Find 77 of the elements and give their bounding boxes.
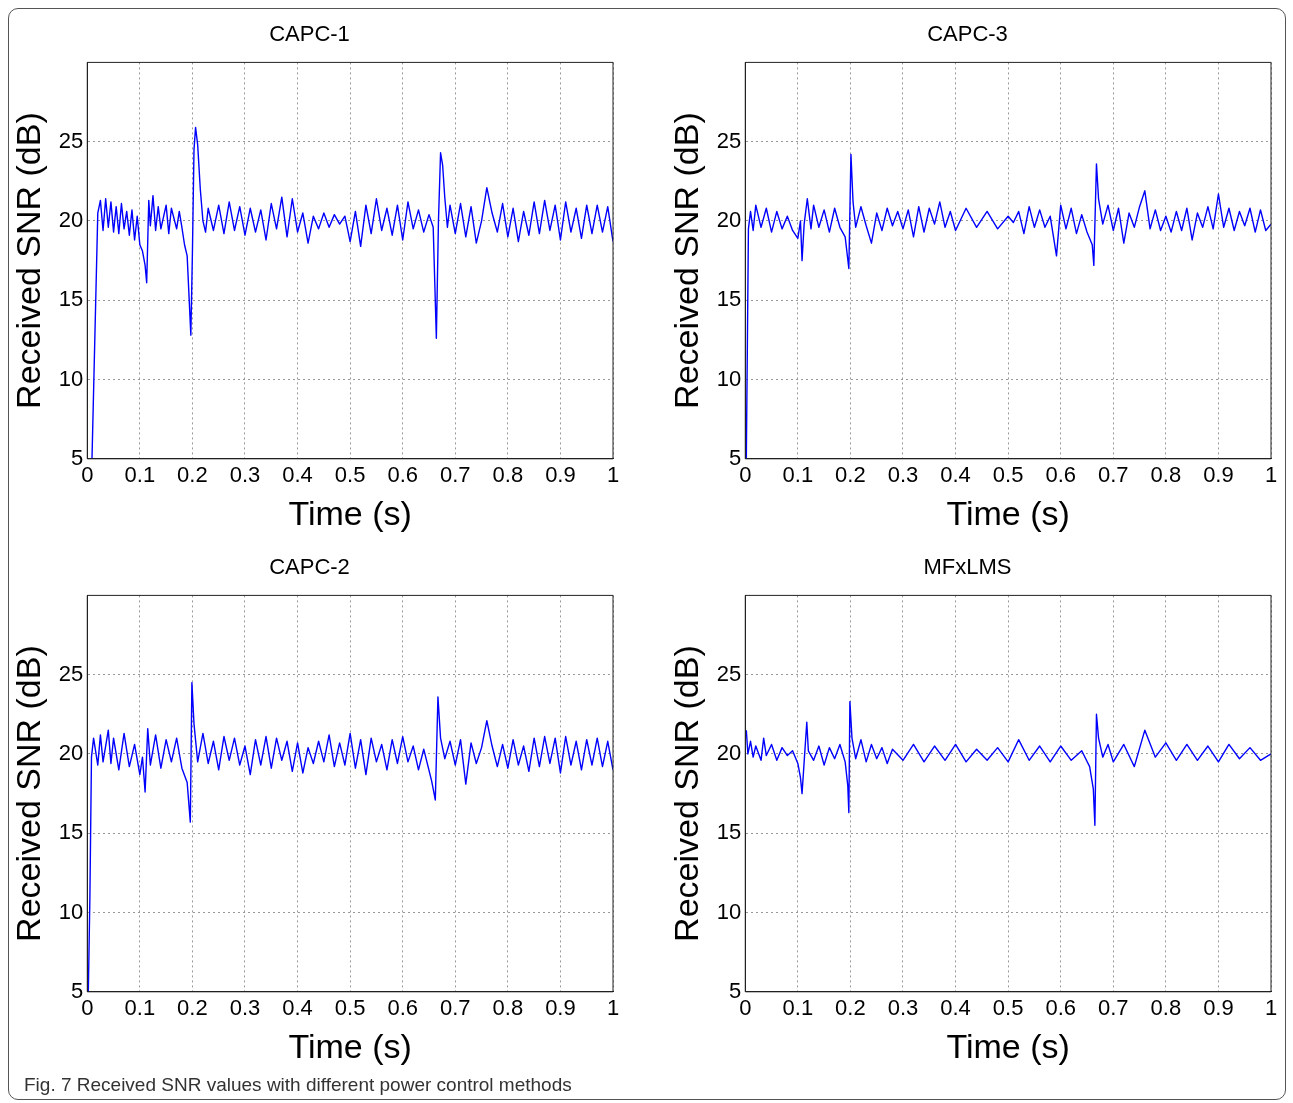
y-tick-label: 20 — [716, 207, 742, 233]
y-tick-label: 5 — [729, 977, 742, 1003]
x-tick-label: 0.6 — [387, 995, 419, 1021]
x-axis-title: Time (s) — [946, 493, 1070, 532]
x-tick-label: 0.3 — [229, 462, 261, 488]
y-tick-label: 5 — [71, 444, 84, 470]
x-tick-label: 0.9 — [1203, 462, 1234, 488]
x-tick-label: 0.5 — [992, 462, 1024, 488]
chart-title: CAPC-2 — [269, 554, 350, 580]
x-tick-label: 0.4 — [940, 995, 971, 1021]
x-tick-label: 0 — [81, 462, 94, 488]
x-tick-label: 1 — [606, 462, 620, 488]
x-tick-label: 0.5 — [334, 462, 366, 488]
x-tick-label: 0.9 — [545, 995, 576, 1021]
x-tick-label: 0.6 — [387, 462, 419, 488]
x-tick-label: 0.8 — [1150, 462, 1182, 488]
x-tick-label: 0.2 — [177, 995, 208, 1021]
x-tick-label: 0.3 — [229, 995, 261, 1021]
chart-title: CAPC-1 — [269, 21, 350, 47]
x-tick-label: 0.6 — [1045, 462, 1077, 488]
x-tick-label: 1 — [606, 995, 620, 1021]
y-tick-label: 15 — [716, 286, 742, 312]
x-tick-label: 0.3 — [887, 462, 919, 488]
y-tick-label: 10 — [58, 365, 84, 391]
y-tick-label: 15 — [716, 819, 742, 845]
x-tick-label: 0.1 — [124, 462, 156, 488]
x-tick-label: 0.7 — [1097, 462, 1129, 488]
x-tick-label: 0.1 — [124, 995, 156, 1021]
y-tick-label: 20 — [716, 740, 742, 766]
y-tick-label: 10 — [58, 898, 84, 924]
x-tick-label: 0.9 — [545, 462, 576, 488]
y-tick-label: 25 — [716, 660, 742, 686]
x-tick-label: 0.7 — [439, 462, 471, 488]
x-tick-label: 0 — [81, 995, 94, 1021]
y-tick-label: 5 — [729, 444, 742, 470]
x-tick-label: 0.2 — [835, 462, 866, 488]
y-axis-title: Received SNR (dB) — [8, 112, 47, 409]
x-tick-label: 0.1 — [782, 462, 814, 488]
x-axis-title: Time (s) — [288, 1026, 412, 1065]
y-tick-label: 25 — [716, 127, 742, 153]
x-tick-label: 0.5 — [334, 995, 366, 1021]
x-axis-title: Time (s) — [946, 1026, 1070, 1065]
x-tick-label: 0.1 — [782, 995, 814, 1021]
x-tick-label: 0.4 — [940, 462, 971, 488]
y-tick-label: 15 — [58, 819, 84, 845]
y-tick-label: 15 — [58, 286, 84, 312]
caption: Fig. 7 Received SNR values with different power control methods — [24, 1074, 572, 1095]
x-tick-label: 0.5 — [992, 995, 1024, 1021]
y-tick-label: 20 — [58, 740, 84, 766]
x-tick-label: 0.6 — [1045, 995, 1077, 1021]
x-tick-label: 1 — [1264, 995, 1278, 1021]
chart-title: MFxLMS — [923, 554, 1012, 580]
x-tick-label: 0.7 — [439, 995, 471, 1021]
x-tick-label: 0.8 — [492, 995, 524, 1021]
y-axis-title: Received SNR (dB) — [666, 645, 705, 942]
x-tick-label: 0.4 — [282, 462, 313, 488]
x-tick-label: 0.9 — [1203, 995, 1234, 1021]
y-tick-label: 25 — [58, 127, 84, 153]
x-tick-label: 1 — [1264, 462, 1278, 488]
x-tick-label: 0.4 — [282, 995, 313, 1021]
x-tick-label: 0.8 — [1150, 995, 1182, 1021]
x-tick-label: 0.2 — [177, 462, 208, 488]
x-tick-label: 0 — [739, 462, 752, 488]
x-tick-label: 0.3 — [887, 995, 919, 1021]
y-axis-title: Received SNR (dB) — [666, 112, 705, 409]
y-tick-label: 10 — [716, 365, 742, 391]
y-tick-label: 5 — [71, 977, 84, 1003]
x-tick-label: 0.8 — [492, 462, 524, 488]
y-tick-label: 25 — [58, 660, 84, 686]
x-tick-label: 0.2 — [835, 995, 866, 1021]
y-tick-label: 10 — [716, 898, 742, 924]
chart-title: CAPC-3 — [927, 21, 1008, 47]
y-axis-title: Received SNR (dB) — [8, 645, 47, 942]
y-tick-label: 20 — [58, 207, 84, 233]
x-tick-label: 0 — [739, 995, 752, 1021]
x-axis-title: Time (s) — [288, 493, 412, 532]
x-tick-label: 0.7 — [1097, 995, 1129, 1021]
